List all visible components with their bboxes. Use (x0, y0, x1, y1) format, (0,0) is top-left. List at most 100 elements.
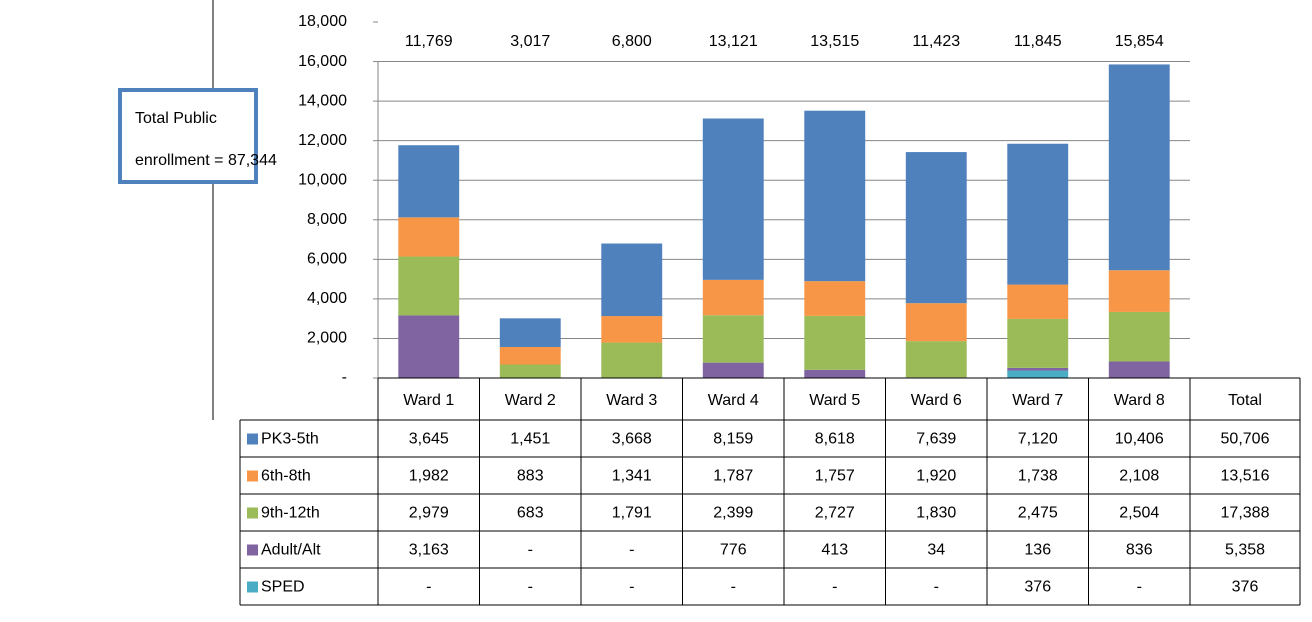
legend-label: 9th-12th (261, 505, 320, 522)
table-cell: 1,982 (409, 468, 449, 485)
y-tick-label: 12,000 (298, 132, 347, 149)
table-cell: 776 (720, 542, 747, 559)
table-cell: 1,738 (1018, 468, 1058, 485)
bar-segment (1007, 284, 1069, 319)
table-cell: 3,645 (409, 431, 449, 448)
bar-segment (1108, 311, 1170, 362)
bar-segment (398, 145, 460, 218)
table-cell: 2,475 (1018, 505, 1058, 522)
x-tick-label: Ward 2 (505, 392, 556, 409)
table-cell: - (426, 579, 431, 596)
total-label: 11,769 (405, 33, 453, 50)
bar-segment (804, 281, 866, 316)
bar-segment (804, 369, 866, 378)
table-cell: 1,791 (612, 505, 652, 522)
table-cell: - (832, 579, 837, 596)
x-tick-label: Ward 1 (403, 392, 454, 409)
table-cell: - (528, 579, 533, 596)
legend-label: SPED (261, 579, 305, 596)
y-tick-label: 10,000 (298, 171, 347, 188)
row-total: 5,358 (1225, 542, 1265, 559)
table-cell: 376 (1024, 579, 1051, 596)
legend-swatch (247, 433, 258, 445)
row-total: 50,706 (1221, 431, 1270, 448)
table-cell: 2,979 (409, 505, 449, 522)
table-cell: 1,787 (713, 468, 753, 485)
y-tick-label: 18,000 (298, 13, 347, 30)
table-cell: 413 (821, 542, 848, 559)
table-cell: 7,639 (916, 431, 956, 448)
x-tick-label: Ward 7 (1012, 392, 1063, 409)
bar-segment (601, 342, 663, 378)
legend-swatch (247, 470, 258, 482)
annotation: Total Public (135, 110, 217, 127)
legend-swatch (247, 507, 258, 519)
total-label: 15,854 (1115, 33, 1164, 50)
row-total: 13,516 (1221, 468, 1270, 485)
annotation: enrollment = 87,344 (135, 152, 277, 169)
table-cell: 1,341 (612, 468, 652, 485)
y-tick-label: 14,000 (298, 92, 347, 109)
bar-segment (1007, 143, 1069, 285)
table-cell: 3,668 (612, 431, 652, 448)
x-tick-label: Ward 6 (911, 392, 962, 409)
table-cell: 1,757 (815, 468, 855, 485)
table-cell: 2,727 (815, 505, 855, 522)
y-tick-label: 8,000 (307, 211, 347, 228)
x-tick-label: Ward 4 (708, 392, 759, 409)
legend-label: PK3-5th (261, 431, 319, 448)
legend-label: 6th-8th (261, 468, 311, 485)
total-label: 11,423 (912, 33, 960, 50)
table-cell: - (1137, 579, 1142, 596)
bar-segment (905, 341, 967, 378)
bar-segment (1007, 370, 1069, 378)
bar-segment (1007, 318, 1069, 368)
table-cell: 34 (927, 542, 945, 559)
x-tick-label: Ward 5 (809, 392, 860, 409)
total-label: 3,017 (510, 33, 550, 50)
bar-segment (1108, 361, 1170, 378)
bar-segment (499, 347, 561, 365)
total-label: 6,800 (612, 33, 652, 50)
legend-swatch (247, 581, 258, 593)
y-tick-label: - (342, 369, 347, 386)
table-cell: 2,399 (713, 505, 753, 522)
bar-segment (702, 315, 764, 363)
table-cell: 7,120 (1018, 431, 1058, 448)
row-total: 17,388 (1221, 505, 1270, 522)
bar-segment (804, 110, 866, 282)
table-cell: - (731, 579, 736, 596)
bar-segment (1108, 64, 1170, 271)
y-tick-label: 16,000 (298, 53, 347, 70)
bar-segment (398, 217, 460, 257)
total-label: 13,121 (709, 33, 758, 50)
bar-segment (905, 303, 967, 342)
bar-segment (702, 279, 764, 316)
y-tick-label: 2,000 (307, 330, 347, 347)
legend-swatch (247, 544, 258, 556)
table-cell: 883 (517, 468, 544, 485)
bar-segment (905, 152, 967, 304)
bar-segment (398, 315, 460, 378)
table-cell: 3,163 (409, 542, 449, 559)
bar-segment (1108, 270, 1170, 312)
table-cell: 2,108 (1119, 468, 1159, 485)
legend-label: Adult/Alt (261, 542, 321, 559)
table-cell: 1,920 (916, 468, 956, 485)
y-tick-label: 6,000 (307, 251, 347, 268)
bar-segment (601, 243, 663, 317)
table-cell: 1,830 (916, 505, 956, 522)
bar-segment (702, 362, 764, 378)
bar-segment (499, 318, 561, 348)
bar-segment (601, 316, 663, 343)
table-cell: - (629, 579, 634, 596)
bar-segment (804, 315, 866, 370)
bar-segment (499, 364, 561, 378)
annotation-box (118, 88, 258, 184)
table-cell: 136 (1024, 542, 1051, 559)
table-cell: - (934, 579, 939, 596)
table-cell: 10,406 (1115, 431, 1164, 448)
total-header: Total (1228, 392, 1262, 409)
